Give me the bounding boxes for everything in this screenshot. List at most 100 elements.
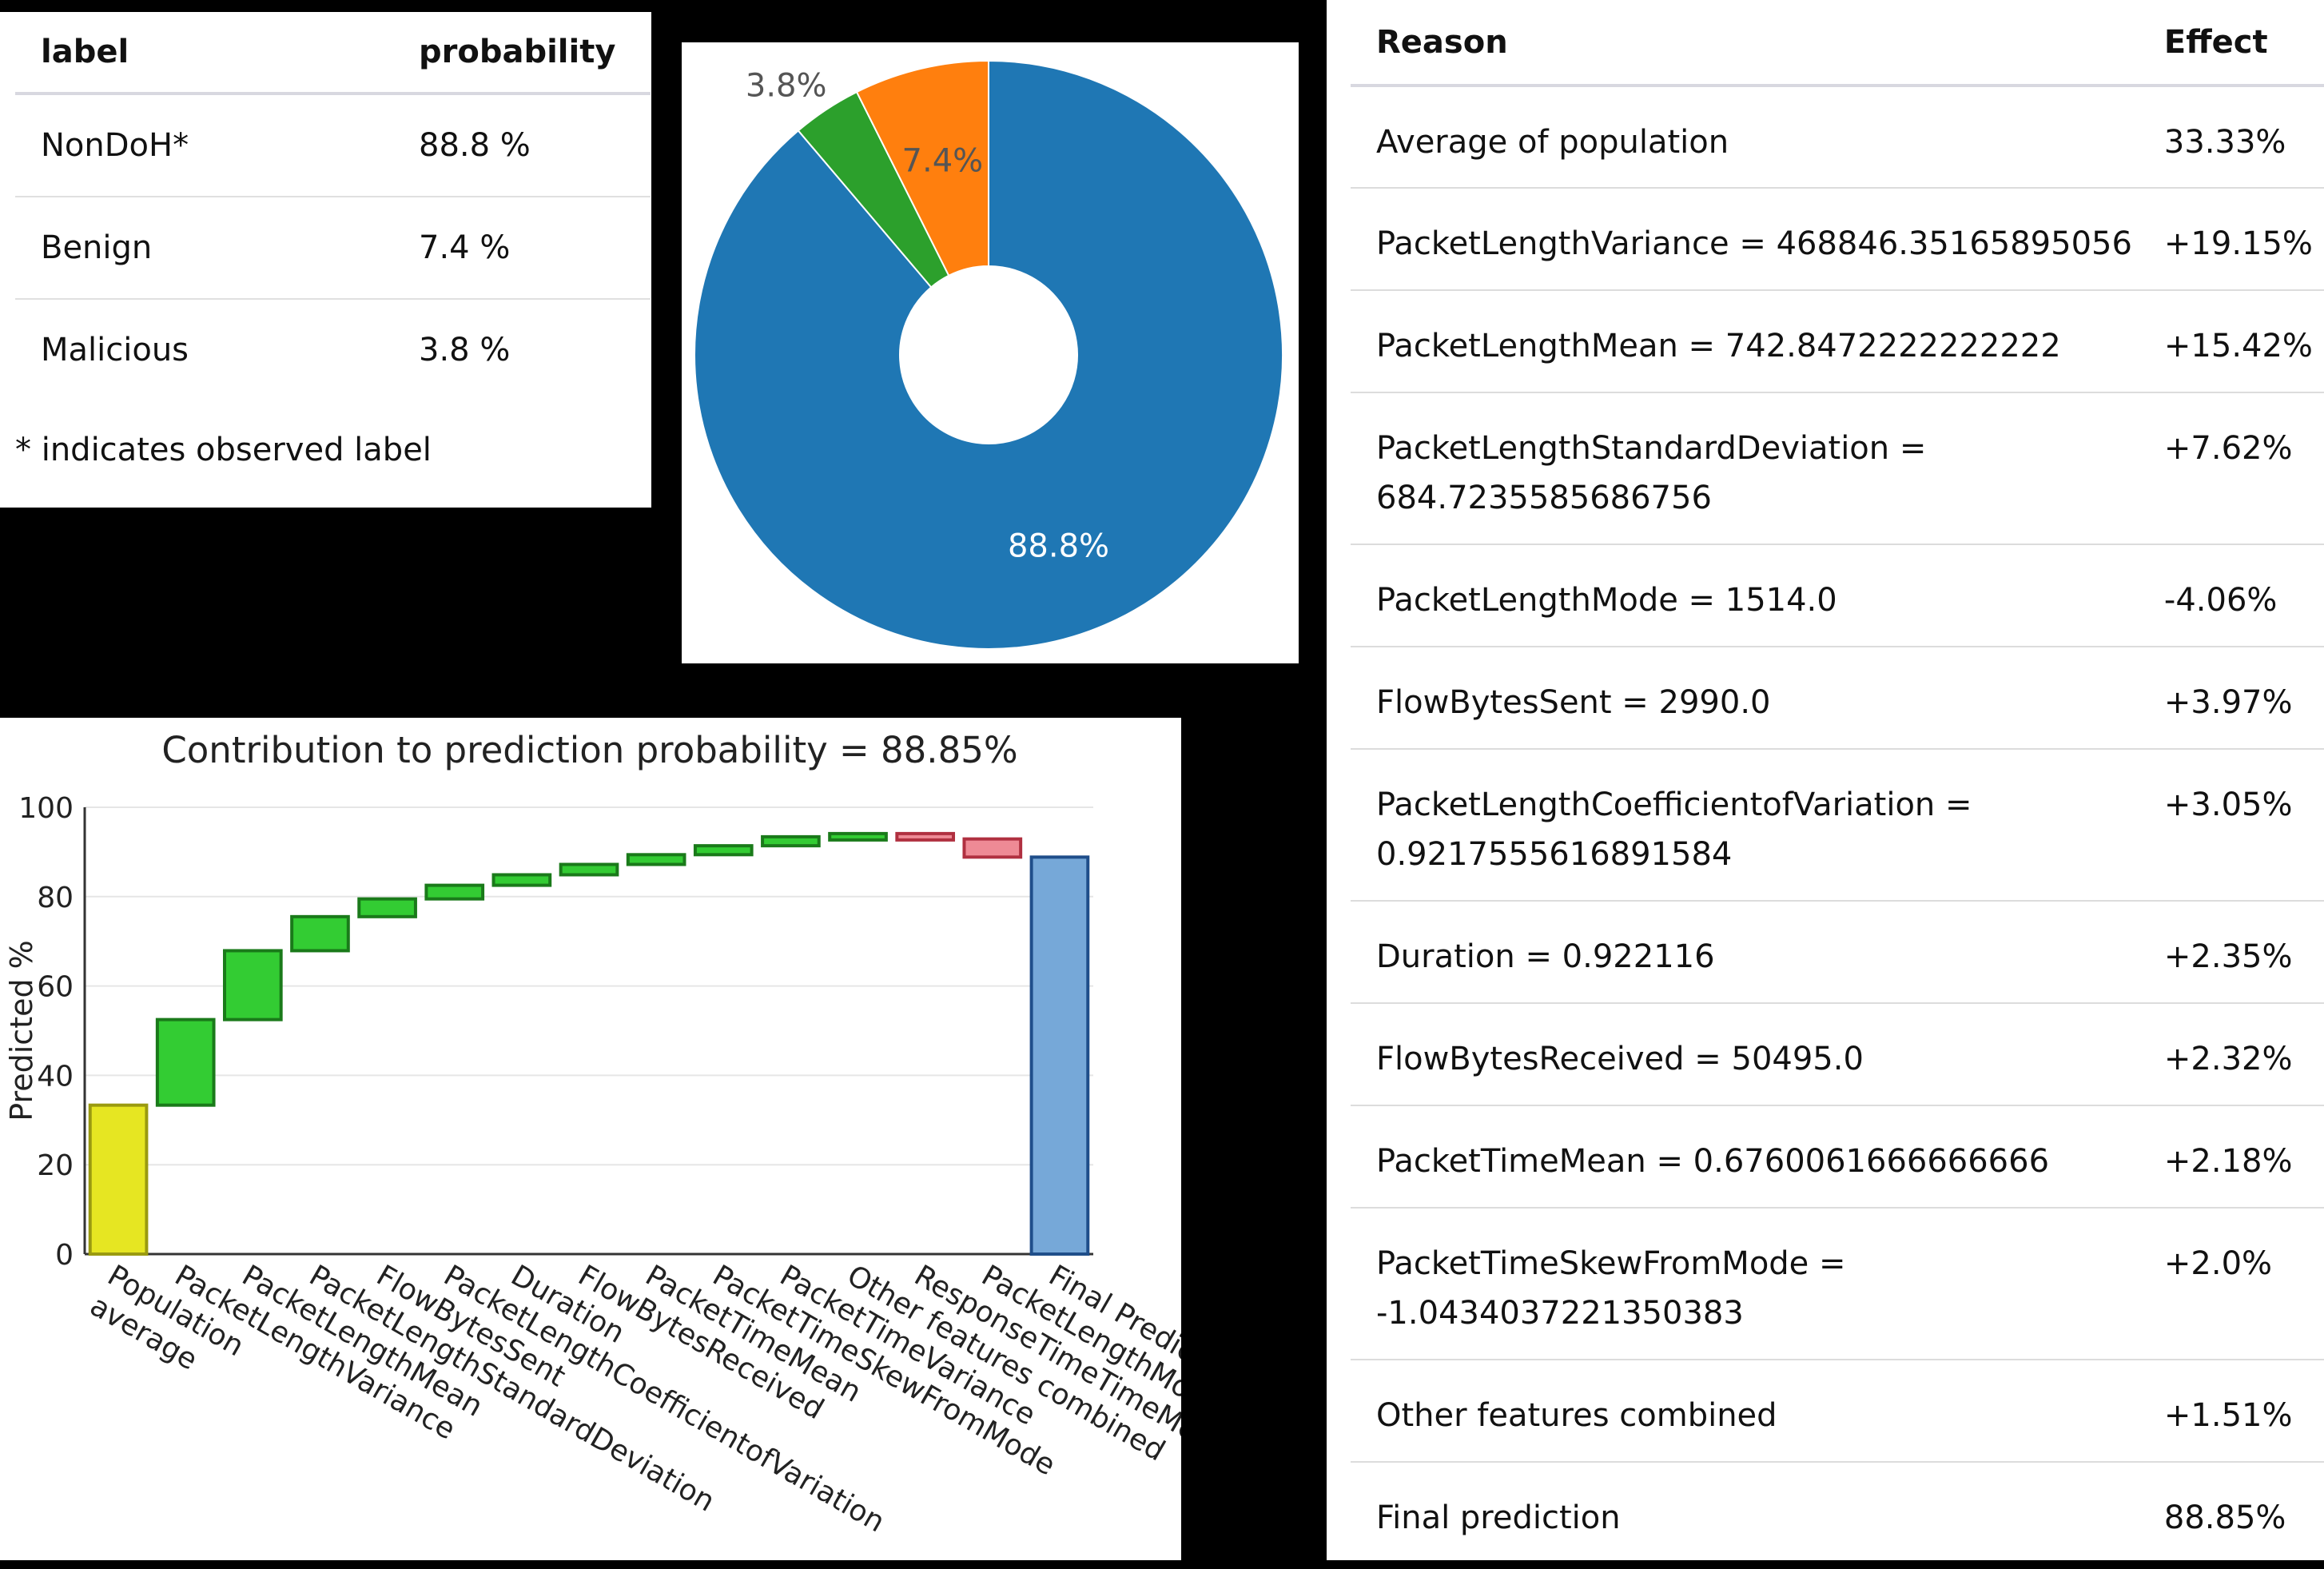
probability-table-header: label probability — [15, 12, 651, 95]
effect-cell: 33.33% — [2163, 86, 2324, 189]
table-row: PacketTimeSkewFromMode = -1.0434037221350… — [1351, 1208, 2324, 1360]
chart-title: Contribution to prediction probability =… — [161, 729, 1017, 771]
reason-cell: FlowBytesSent = 2990.0 — [1351, 647, 2164, 750]
table-row: Malicious 3.8 % — [15, 299, 651, 400]
table-row: PacketLengthCoefficientofVariation = 0.92… — [1351, 749, 2324, 902]
waterfall-bar — [626, 853, 686, 866]
waterfall-chart-panel: Contribution to prediction probability =… — [0, 718, 1181, 1560]
waterfall-bar — [491, 873, 552, 887]
waterfall-bar — [222, 949, 283, 1021]
reason-text: PacketTimeSkewFromMode = — [1376, 1245, 1846, 1282]
reason-value: 0.9217555616891584 — [1376, 836, 1733, 873]
reason-value: -1.0434037221350383 — [1376, 1295, 1744, 1332]
table-row: PacketTimeMean = 0.6760061666666666 +2.18… — [1351, 1105, 2324, 1209]
waterfall-bar — [88, 1103, 149, 1256]
reason-text: PacketTimeMean = 0.6760061666666666 — [1376, 1143, 2050, 1180]
y-tick-label: 60 — [37, 971, 74, 1004]
waterfall-bar — [559, 862, 619, 877]
row-label: NonDoH* — [15, 94, 419, 197]
reason-text: FlowBytesSent = 2990.0 — [1376, 684, 1771, 721]
reason-text: FlowBytesReceived = 50495.0 — [1376, 1041, 1864, 1077]
effect-cell: -4.06% — [2163, 544, 2324, 647]
effect-cell: +2.0% — [2163, 1208, 2324, 1360]
y-tick-label: 20 — [37, 1149, 74, 1182]
effect-cell: +1.51% — [2163, 1360, 2324, 1463]
reason-value: 684.7235585686756 — [1376, 480, 1712, 516]
row-label: Benign — [15, 197, 419, 300]
pie-slice-label: 88.8% — [1008, 528, 1109, 564]
waterfall-bar — [828, 831, 888, 842]
effect-cell: +3.97% — [2163, 647, 2324, 750]
effect-cell: +2.18% — [2163, 1105, 2324, 1209]
waterfall-bar — [962, 837, 1023, 859]
reason-text: PacketLengthCoefficientofVariation = — [1376, 786, 1972, 823]
reasons-table-header: Reason Effect — [1351, 0, 2324, 87]
reason-cell: PacketTimeSkewFromMode = -1.0434037221350… — [1351, 1208, 2164, 1360]
table-row: PacketLengthStandardDeviation = 684.72355… — [1351, 392, 2324, 545]
table-row: Other features combined +1.51% — [1351, 1360, 2324, 1463]
reason-cell: PacketLengthMode = 1514.0 — [1351, 544, 2164, 647]
pie-chart-panel: 88.8% 3.8% 7.4% — [682, 42, 1299, 663]
y-tick-label: 100 — [18, 792, 74, 825]
table-row: NonDoH* 88.8 % — [15, 94, 651, 197]
header-reason: Reason — [1351, 0, 2164, 87]
pie-slice-label: 7.4% — [902, 142, 984, 179]
reason-cell: PacketLengthCoefficientofVariation = 0.92… — [1351, 749, 2164, 902]
probability-table-panel: label probability NonDoH* 88.8 % Benign … — [0, 12, 651, 508]
header-effect: Effect — [2163, 0, 2324, 87]
effect-cell: +2.32% — [2163, 1003, 2324, 1106]
reason-text: Duration = 0.922116 — [1376, 938, 1715, 975]
table-row: Duration = 0.922116 +2.35% — [1351, 901, 2324, 1004]
y-axis-label: Predicted % — [4, 940, 39, 1121]
reason-text: Average of population — [1376, 124, 1729, 161]
effect-cell: +7.62% — [2163, 392, 2324, 545]
reason-cell: Average of population — [1351, 86, 2164, 189]
waterfall-bar — [895, 831, 956, 842]
row-probability: 88.8 % — [419, 94, 651, 197]
table-row: FlowBytesSent = 2990.0 +3.97% — [1351, 647, 2324, 750]
table-row: Final prediction 88.85% — [1351, 1462, 2324, 1569]
y-tick-label: 80 — [37, 882, 74, 914]
reason-cell: PacketLengthStandardDeviation = 684.72355… — [1351, 392, 2164, 545]
pie-slice — [694, 59, 1283, 650]
effect-cell: +3.05% — [2163, 749, 2324, 902]
row-label: Malicious — [41, 332, 189, 368]
reason-cell: Final prediction — [1351, 1462, 2164, 1569]
waterfall-bar — [357, 897, 417, 918]
effect-cell: +19.15% — [2163, 188, 2324, 291]
pie-slice-label: 3.8% — [746, 67, 827, 104]
header-probability: probability — [419, 12, 651, 95]
reason-text: PacketLengthMode = 1514.0 — [1376, 582, 1837, 619]
reason-text: Final prediction — [1376, 1499, 1621, 1536]
y-tick-label: 40 — [37, 1060, 74, 1093]
waterfall-bar — [761, 834, 821, 848]
waterfall-chart: Contribution to prediction probability =… — [4, 729, 1181, 1539]
reason-cell: Duration = 0.922116 — [1351, 901, 2164, 1004]
table-row: PacketLengthVariance = 468846.3516589505… — [1351, 188, 2324, 291]
observed-label-note: * indicates observed label — [15, 432, 432, 468]
row-probability: 3.8 % — [419, 332, 511, 368]
waterfall-bar — [693, 844, 754, 857]
reasons-table-panel: Reason Effect Average of population 33.33… — [1327, 0, 2324, 1560]
reason-cell: Other features combined — [1351, 1360, 2164, 1463]
table-row: PacketLengthMode = 1514.0 -4.06% — [1351, 544, 2324, 647]
reason-text: Other features combined — [1376, 1397, 1777, 1434]
reason-cell: PacketLengthVariance = 468846.3516589505… — [1351, 188, 2164, 291]
reasons-table: Reason Effect Average of population 33.33… — [1351, 0, 2324, 1569]
probability-table: label probability NonDoH* 88.8 % Benign … — [15, 12, 651, 400]
reason-cell: PacketTimeMean = 0.6760061666666666 — [1351, 1105, 2164, 1209]
pie-chart: 88.8% 3.8% 7.4% — [694, 59, 1283, 650]
table-row: Average of population 33.33% — [1351, 86, 2324, 189]
effect-cell: +15.42% — [2163, 290, 2324, 393]
reason-text: PacketLengthVariance = 468846.3516589505… — [1376, 225, 2132, 262]
waterfall-bar — [290, 914, 350, 953]
pie-slice — [855, 59, 989, 277]
reason-cell: FlowBytesReceived = 50495.0 — [1351, 1003, 2164, 1106]
waterfall-bar — [155, 1017, 216, 1107]
waterfall-bar — [424, 883, 485, 901]
header-label: label — [15, 12, 419, 95]
reason-text: PacketLengthStandardDeviation = — [1376, 430, 1927, 467]
effect-cell: +2.35% — [2163, 901, 2324, 1004]
table-row: FlowBytesReceived = 50495.0 +2.32% — [1351, 1003, 2324, 1106]
table-row: Benign 7.4 % — [15, 197, 651, 300]
